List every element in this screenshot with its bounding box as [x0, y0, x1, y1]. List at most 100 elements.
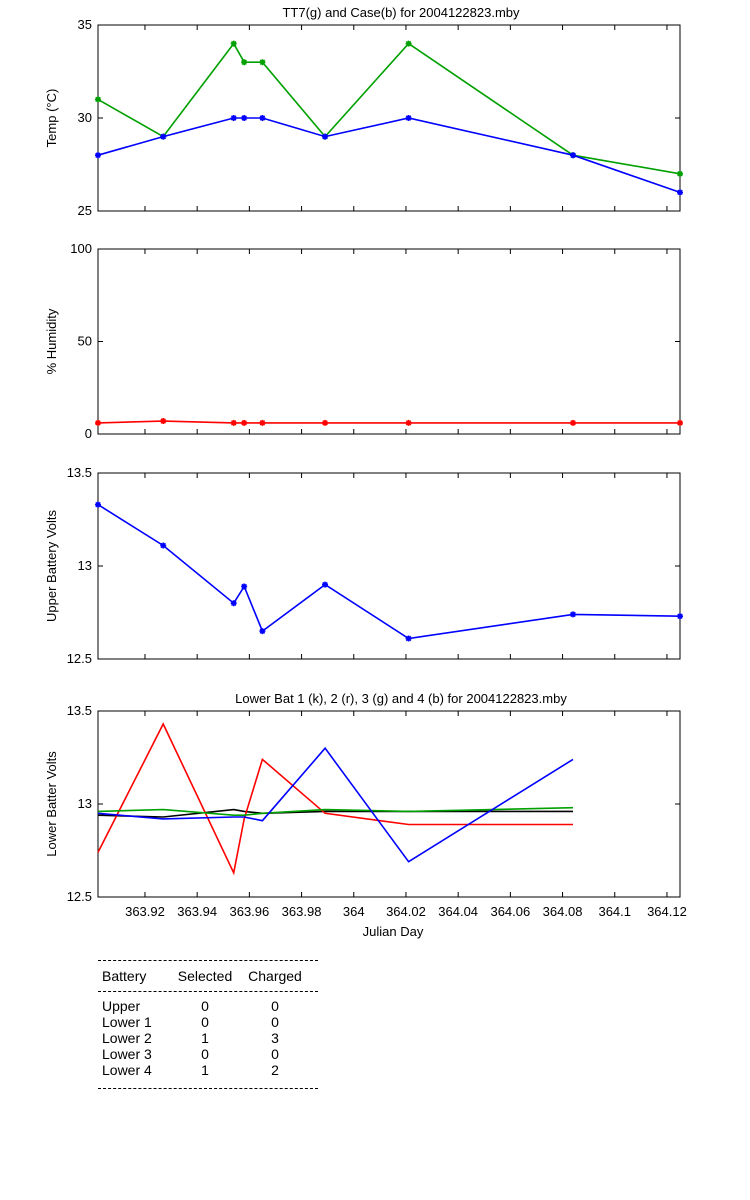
y-axis-label: Temp (°C): [44, 89, 59, 148]
data-point: [160, 133, 167, 140]
x-tick-label: 363.98: [282, 904, 322, 919]
y-tick-label: 35: [78, 17, 92, 32]
series-line-1: [97, 42, 681, 175]
cell-charged: 2: [271, 1062, 279, 1078]
data-point: [259, 419, 266, 426]
plot-frame: [97, 472, 681, 660]
y-tick-label: 30: [78, 110, 92, 125]
cell-charged: 0: [271, 1014, 279, 1030]
x-tick-label: 363.92: [125, 904, 165, 919]
data-point: [160, 418, 167, 425]
table-row: Lower 1 0 0: [98, 1014, 318, 1030]
y-axis-label: Lower Batter Volts: [44, 751, 59, 857]
y-tick-label: 13.5: [67, 465, 92, 480]
y-tick-label: 100: [70, 241, 92, 256]
cell-selected: 1: [201, 1062, 209, 1078]
table-divider-bottom: [98, 1088, 318, 1089]
table-header-row: Battery Selected Charged: [98, 961, 318, 991]
data-point: [322, 581, 329, 588]
data-point: [230, 115, 237, 121]
y-tick-label: 12.5: [67, 651, 92, 666]
cell-charged: 3: [271, 1030, 279, 1046]
cell-charged: 0: [271, 1046, 279, 1062]
data-point: [569, 152, 576, 159]
data-point: [405, 635, 412, 642]
chart-title: Lower Bat 1 (k), 2 (r), 3 (g) and 4 (b) …: [235, 691, 567, 706]
data-point: [95, 152, 101, 159]
data-point: [230, 40, 237, 47]
data-point: [241, 115, 248, 121]
x-tick-label: 363.94: [177, 904, 217, 919]
data-point: [95, 96, 101, 103]
series-line-1: [97, 503, 681, 640]
table-row: Lower 3 0 0: [98, 1046, 318, 1062]
cell-battery: Lower 1: [102, 1014, 152, 1030]
cell-selected: 1: [201, 1030, 209, 1046]
chart-panel-1: 25 30 35 TT7(g) and Case(b) for 2004122823.…: [44, 5, 683, 218]
header-battery: Battery: [102, 968, 147, 984]
data-point: [241, 59, 248, 66]
data-point: [405, 40, 412, 47]
cell-battery: Lower 2: [102, 1030, 152, 1046]
y-tick-label: 50: [78, 334, 92, 349]
data-point: [322, 419, 329, 426]
x-tick-label: 364.02: [386, 904, 426, 919]
data-point: [677, 613, 683, 620]
table-divider-mid: [98, 991, 318, 992]
data-point: [405, 419, 412, 426]
plot-frame: [97, 248, 681, 435]
plot-frame: [97, 24, 681, 212]
x-tick-label: 364.1: [598, 904, 631, 919]
data-point: [230, 419, 237, 426]
x-tick-label: 364: [343, 904, 365, 919]
chart-panel-4: 12.5 13 13.5 363.92 363.94 363.96 363.98 364 364…: [44, 691, 687, 939]
x-tick-label: 364.12: [647, 904, 687, 919]
data-point: [259, 59, 266, 66]
data-point: [405, 115, 412, 121]
series-line-2: [97, 117, 681, 194]
data-point: [241, 583, 248, 590]
cell-selected: 0: [201, 998, 209, 1014]
data-point: [259, 115, 266, 121]
x-tick-label: 364.04: [438, 904, 478, 919]
y-tick-label: 13: [78, 558, 92, 573]
table-body: Upper 0 0 Lower 1 0 0 Lower 2 1 3 Lower …: [98, 992, 318, 1088]
table-row: Lower 4 1 2: [98, 1062, 318, 1078]
chart-title: TT7(g) and Case(b) for 2004122823.mby: [282, 5, 520, 20]
battery-table: Battery Selected Charged Upper 0 0 Lower…: [98, 960, 318, 1089]
header-selected: Selected: [177, 968, 233, 984]
table-row: Lower 2 1 3: [98, 1030, 318, 1046]
table-row: Upper 0 0: [98, 998, 318, 1014]
chart-panel-2: 0 50 100 % Humidity: [44, 241, 683, 441]
y-tick-label: 13.5: [67, 703, 92, 718]
y-axis-label: % Humidity: [44, 308, 59, 374]
data-point: [230, 600, 237, 607]
y-tick-label: 13: [78, 796, 92, 811]
data-point: [95, 501, 101, 508]
table-divider-top: [98, 960, 318, 961]
y-tick-label: 12.5: [67, 889, 92, 904]
cell-selected: 0: [201, 1046, 209, 1062]
charts-area: 25 30 35 TT7(g) and Case(b) for 2004122823.…: [44, 5, 687, 939]
data-point: [569, 611, 576, 618]
x-tick-label: 363.96: [229, 904, 269, 919]
data-point: [241, 419, 248, 426]
data-point: [160, 542, 167, 549]
data-point: [677, 170, 683, 177]
data-point: [677, 419, 683, 426]
cell-charged: 0: [271, 998, 279, 1014]
x-tick-label: 364.08: [543, 904, 583, 919]
series-line-2: [97, 722, 573, 876]
cell-battery: Lower 4: [102, 1062, 152, 1078]
data-point: [95, 419, 101, 426]
x-tick-label: 364.06: [490, 904, 530, 919]
cell-selected: 0: [201, 1014, 209, 1030]
x-axis-label: Julian Day: [363, 924, 424, 939]
cell-battery: Upper: [102, 998, 141, 1014]
series-line-3: [97, 806, 574, 817]
y-axis-label: Upper Battery Volts: [44, 510, 59, 622]
y-tick-label: 0: [85, 426, 92, 441]
chart-panel-3: 12.5 13 13.5 Upper Battery Volts: [44, 465, 683, 666]
plot-frame: [97, 710, 681, 898]
data-point: [677, 189, 683, 196]
